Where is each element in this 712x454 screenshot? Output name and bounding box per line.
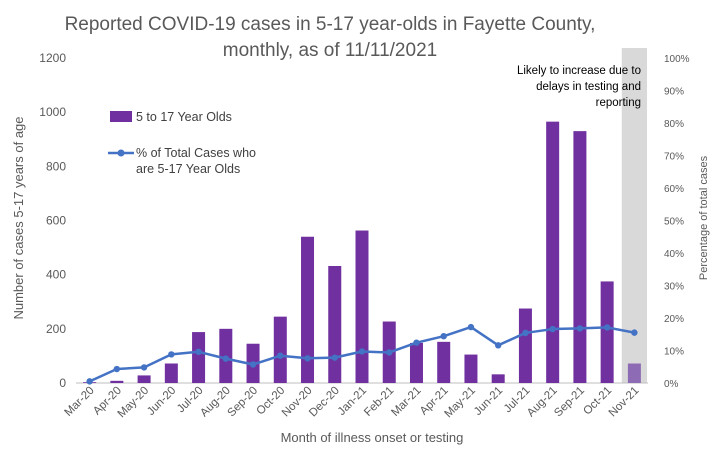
left-axis-ticks: 0 200 400 600 800 1000 1200 [39, 51, 66, 390]
line-point-may-20 [140, 364, 148, 371]
y2-tick-label-0: 0% [664, 379, 679, 390]
legend-bar-label: 5 to 17 Year Olds [136, 110, 232, 124]
y-tick-label-600: 600 [46, 214, 66, 228]
y-tick-label-1000: 1000 [39, 105, 66, 119]
y2-tick-label-10: 10% [664, 347, 684, 358]
line-point-sep-21 [576, 325, 584, 332]
line-point-aug-20 [222, 355, 230, 362]
bar-series [83, 121, 641, 383]
bar-sep-21 [573, 131, 587, 383]
line-point-nov-20 [304, 355, 311, 362]
y-tick-label-800: 800 [46, 159, 66, 173]
annotation-line-2: delays in testing and [536, 81, 641, 93]
line-point-mar-20 [86, 378, 93, 385]
annotation-line-1: Likely to increase due to [517, 65, 641, 77]
bar-aug-21 [546, 121, 560, 383]
line-point-oct-21 [603, 324, 611, 331]
line-series [86, 323, 638, 385]
line-point-jun-20 [168, 351, 175, 358]
line-point-dec-20 [331, 354, 338, 361]
bar-nov-20 [301, 236, 315, 383]
y2-tick-label-20: 20% [664, 314, 684, 325]
bar-nov-21 [627, 363, 641, 383]
bar-oct-21 [600, 281, 614, 383]
line-point-nov-21 [631, 329, 638, 336]
line-point-apr-20 [113, 365, 121, 373]
y2-tick-label-90: 90% [664, 87, 684, 98]
y2-tick-label-60: 60% [664, 184, 684, 195]
annotation-line-3: reporting [596, 97, 641, 109]
line-point-aug-21 [549, 325, 556, 333]
y-tick-label-200: 200 [46, 322, 66, 336]
line-point-sep-20 [249, 361, 257, 368]
bar-jul-21 [518, 308, 532, 383]
line-point-mar-21 [413, 339, 420, 346]
bar-apr-20 [110, 380, 124, 383]
legend-line-marker [117, 149, 125, 157]
y2-tick-label-50: 50% [664, 217, 684, 228]
line-point-oct-20 [277, 352, 284, 359]
y2-axis-label: Percentage of total cases [698, 155, 710, 280]
y2-tick-label-30: 30% [664, 282, 684, 293]
y2-tick-label-100: 100% [664, 54, 690, 65]
bar-jun-21 [491, 374, 505, 383]
y2-tick-label-70: 70% [664, 152, 684, 163]
bar-may-20 [137, 375, 151, 383]
bar-jan-21 [355, 230, 369, 383]
line-point-jul-20 [195, 348, 202, 355]
legend-bar-swatch [110, 111, 132, 122]
bar-oct-20 [273, 316, 287, 383]
legend: 5 to 17 Year Olds % of Total Cases who a… [108, 110, 256, 176]
bar-jun-20 [164, 363, 178, 383]
line-point-jun-21 [494, 342, 502, 349]
legend-line-label-2: are 5-17 Year Olds [136, 162, 240, 176]
bar-dec-20 [328, 266, 342, 383]
chart-title-line-2: monthly, as of 11/11/2021 [223, 40, 437, 61]
y-axis-label: Number of cases 5-17 years of age [11, 116, 26, 319]
bar-may-21 [464, 354, 478, 383]
line-point-feb-21 [386, 349, 393, 356]
line-point-jul-21 [522, 329, 529, 337]
y-tick-label-1200: 1200 [39, 51, 66, 65]
legend-line-label-1: % of Total Cases who [136, 146, 256, 160]
y2-tick-label-40: 40% [664, 249, 684, 260]
y-tick-label-0: 0 [59, 376, 66, 390]
y2-tick-label-80: 80% [664, 119, 684, 130]
line-point-jan-21 [358, 348, 366, 355]
right-axis-ticks: 0% 10% 20% 30% 40% 50% 60% 70% 80% 90% 100% [664, 54, 690, 390]
line-point-may-21 [467, 323, 475, 331]
bar-mar-21 [409, 342, 423, 383]
line-point-apr-21 [440, 333, 447, 340]
y-tick-label-400: 400 [46, 268, 66, 282]
chart-title-line-1: Reported COVID-19 cases in 5-17 year-old… [65, 14, 596, 35]
x-axis-label: Month of illness onset or testing [281, 430, 464, 445]
bar-jul-20 [192, 332, 206, 383]
highlight-band-nov-21 [621, 48, 647, 383]
bar-apr-21 [437, 341, 451, 383]
